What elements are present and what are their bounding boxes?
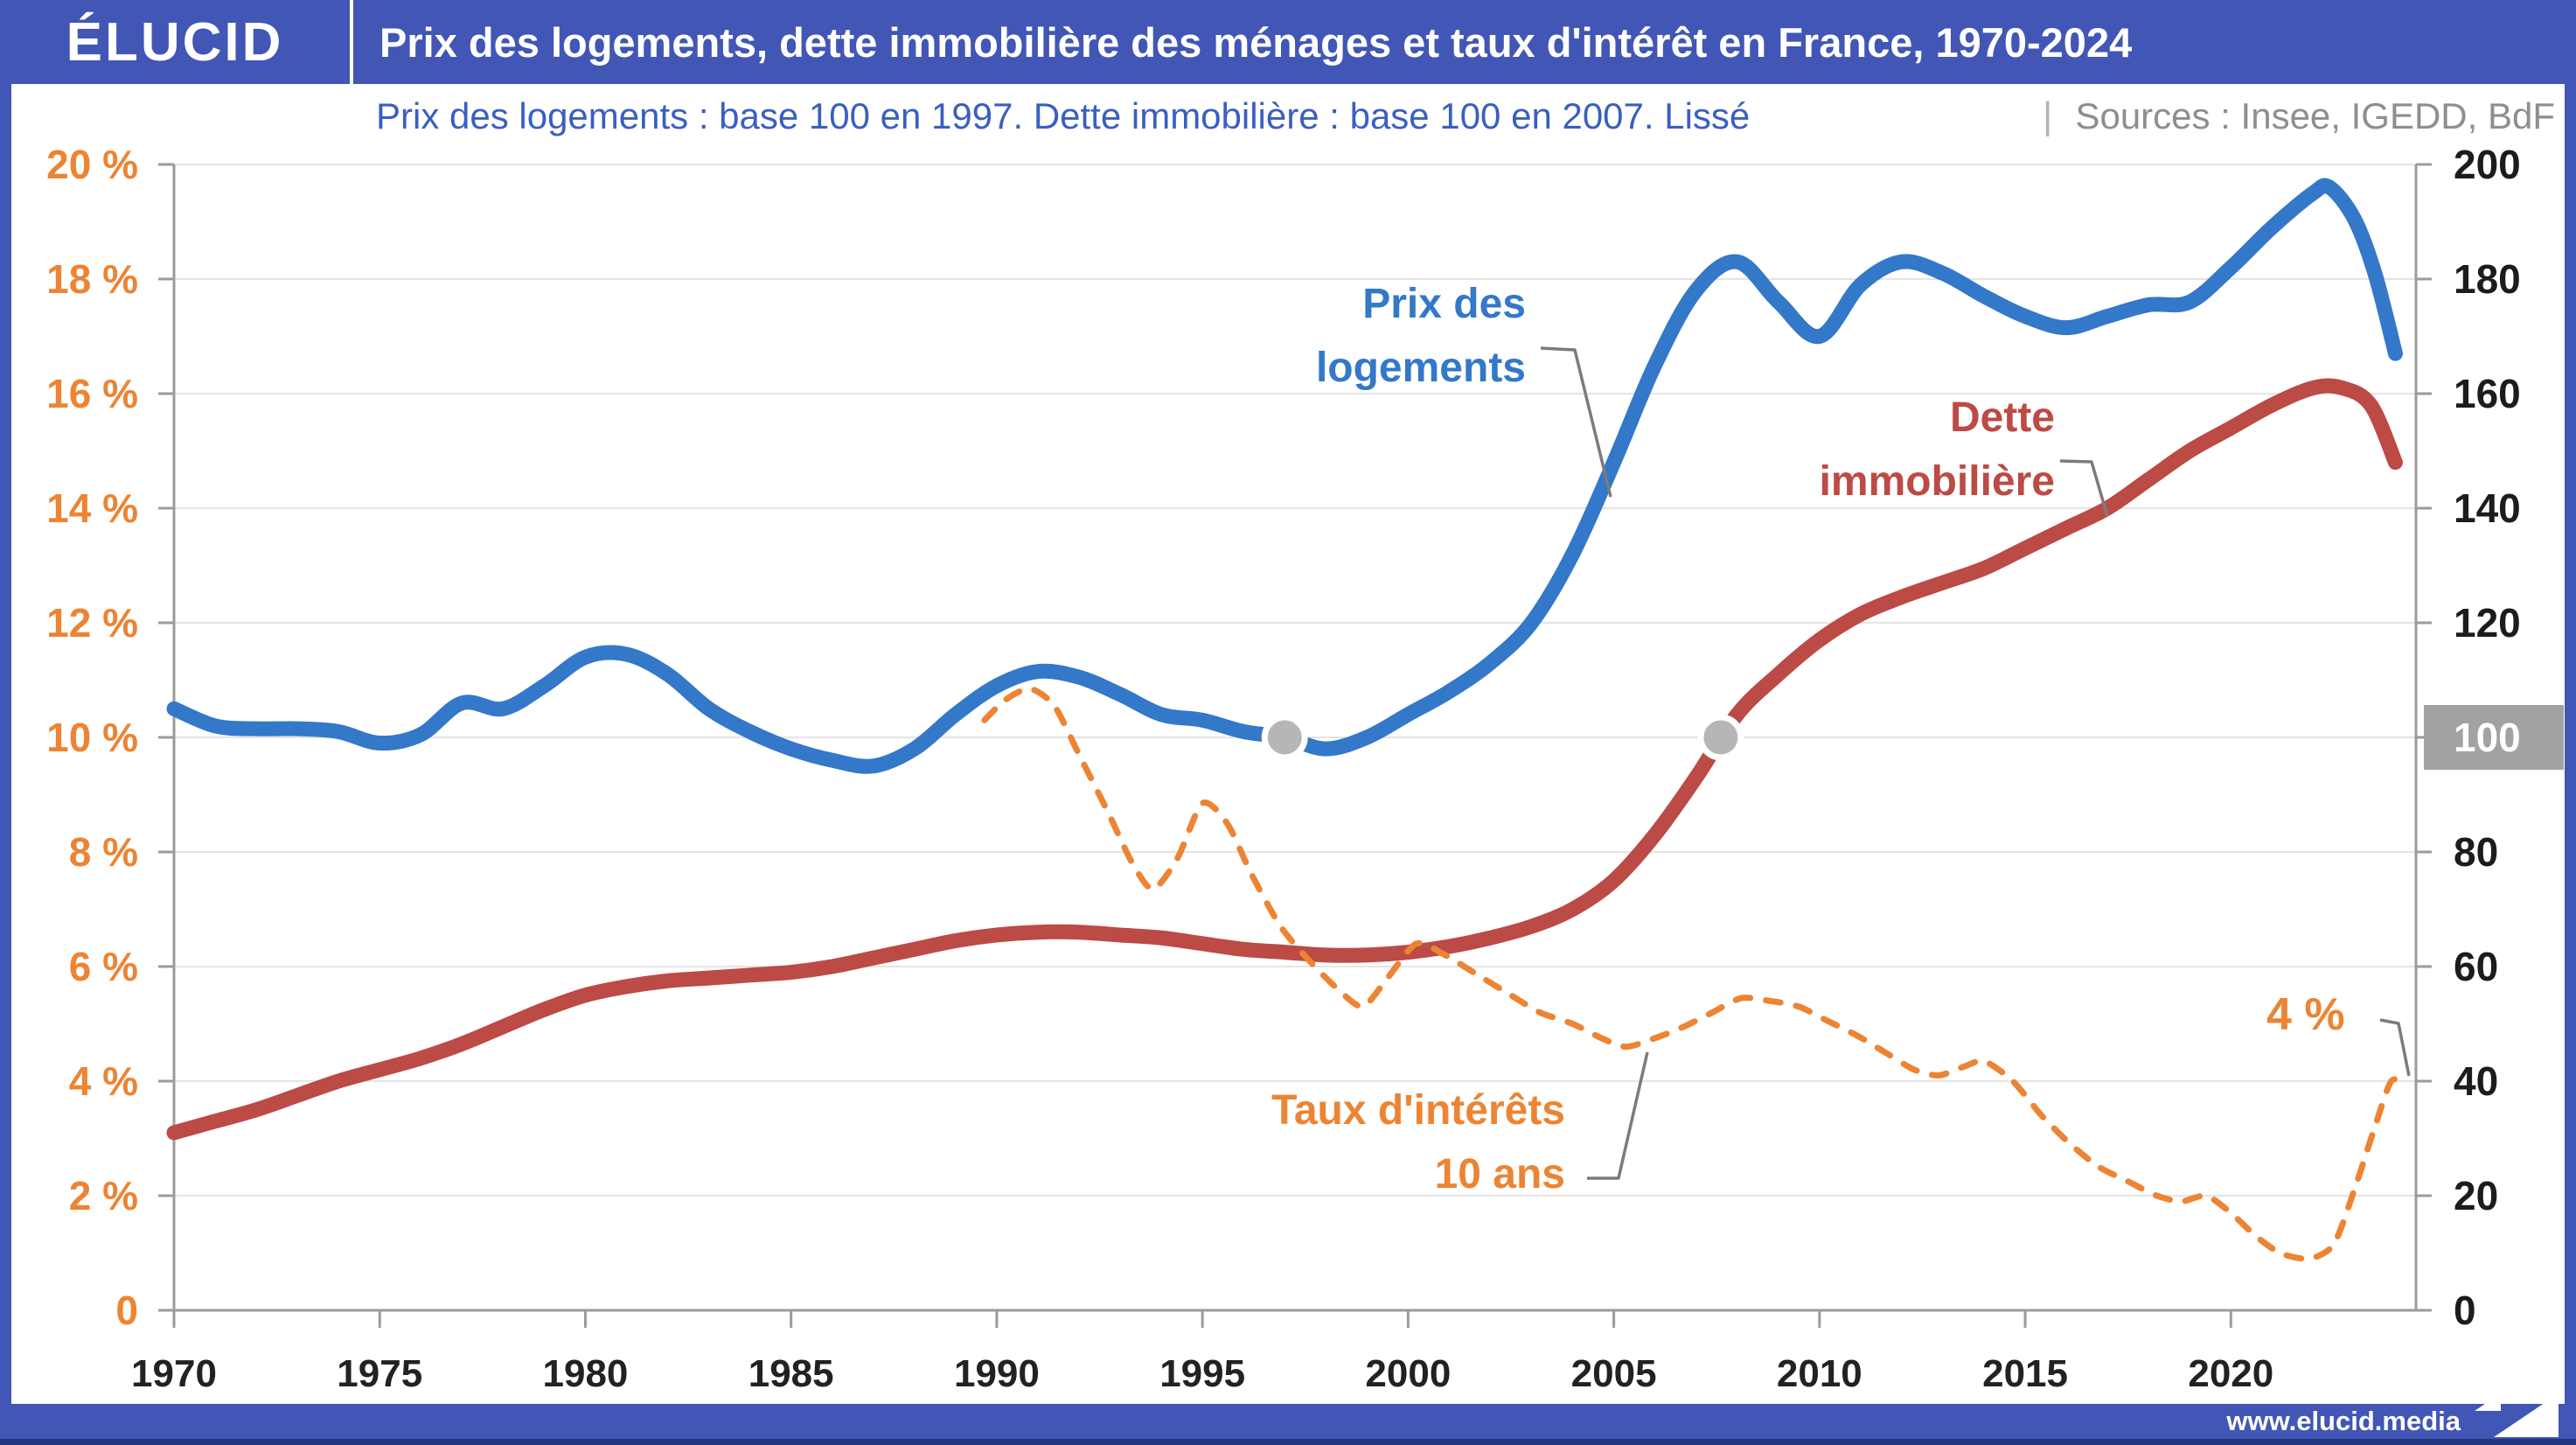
left-tick-label: 18 % [46,256,138,302]
sources-group: | Sources : Insee, IGEDD, BdF [2043,94,2555,138]
label-dette-line1: Dette [1949,394,2055,441]
callout-line-rate-end [2379,1018,2411,1077]
right-tick-label: 40 [2454,1058,2498,1104]
x-tick-label: 1980 [543,1352,629,1395]
left-tick-label: 6 % [69,944,138,989]
left-tick-label: 8 % [69,829,138,875]
base-100-marker [1261,714,1308,761]
left-tick-label: 14 % [46,485,138,531]
x-tick-label: 1985 [748,1352,834,1395]
left-tick-label: 0 [115,1288,138,1333]
right-tick-label-100: 100 [2454,715,2521,760]
label-taux-interets: Taux d'intérêts 10 ans [1271,1079,1565,1207]
label-prix-line1: Prix des [1362,281,1526,327]
subtitle-row: Prix des logements : base 100 en 1997. D… [376,91,2555,142]
right-tick-label: 80 [2454,829,2498,875]
footer-bar: www.elucid.media [0,1393,2576,1445]
label-prix-des-logements: Prix des logements [1316,273,1526,401]
sources-text: Sources : Insee, IGEDD, BdF [2075,95,2555,136]
left-tick-label: 16 % [46,371,138,416]
right-tick-label: 140 [2454,485,2521,531]
header-bar: ÉLUCID Prix des logements, dette immobil… [0,0,2576,84]
x-tick-label: 2005 [1571,1352,1657,1395]
right-tick-label: 0 [2454,1288,2476,1333]
base-100-highlight-box [2424,705,2564,770]
right-tick-label: 160 [2454,371,2521,416]
x-tick-label: 1990 [954,1352,1040,1395]
elucid-logo: ÉLUCID [66,11,284,73]
label-prix-line2: logements [1315,344,1526,391]
left-tick-label: 20 % [46,142,138,187]
label-dette-line2: immobilière [1819,457,2055,505]
label-taux-line2: 10 ans [1434,1150,1565,1197]
series-line-dette [166,378,2403,1141]
elucid-mark-icon [2475,1392,2559,1437]
right-tick-label: 20 [2454,1173,2498,1218]
x-tick-label: 1995 [1159,1352,1245,1395]
x-tick-label: 1970 [131,1352,217,1395]
x-tick-label: 1975 [337,1352,422,1395]
label-dette-immobiliere: Dette immobilière [1820,387,2055,514]
left-tick-label: 10 % [46,715,138,760]
x-tick-label: 2015 [1982,1352,2068,1395]
x-tick-label: 2010 [1777,1352,1862,1395]
left-tick-label: 2 % [69,1173,138,1218]
series-line-prix [166,178,2403,774]
callout-line-taux [1587,1051,1649,1180]
chart-subtitle: Prix des logements : base 100 en 1997. D… [376,95,1751,136]
label-taux-line1: Taux d'intérêts [1271,1087,1565,1134]
callout-line-prix [1540,346,1612,498]
base-100-marker [1697,714,1744,761]
website-url: www.elucid.media [2226,1406,2461,1436]
callout-line-dette [2059,459,2109,517]
left-tick-label: 12 % [46,600,138,646]
right-tick-label: 120 [2454,600,2521,646]
separator-pipe: | [2043,94,2053,137]
left-tick-label: 4 % [69,1058,138,1104]
right-tick-label: 180 [2454,256,2521,302]
page-title: Prix des logements, dette immobilière de… [379,18,2133,66]
x-tick-label: 2020 [2188,1352,2273,1395]
right-tick-label: 60 [2454,944,2498,989]
series-line-taux [981,685,2412,1262]
annotation-rate-end: 4 % [2266,989,2345,1040]
x-tick-label: 2000 [1365,1352,1451,1395]
right-tick-label: 200 [2454,142,2521,187]
header-divider [350,0,353,84]
